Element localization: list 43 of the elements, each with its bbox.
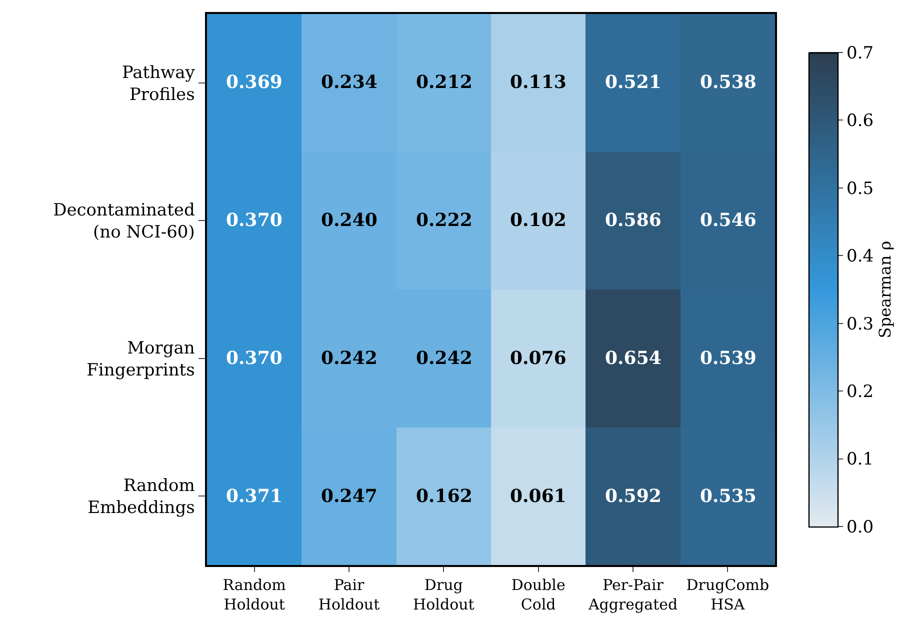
data-label: 0.242: [416, 348, 472, 369]
color-bar-label: 0.0: [846, 517, 874, 538]
data-label: 0.240: [321, 210, 378, 231]
data-label: 0.222: [416, 210, 472, 231]
color-bar-label: 0.5: [846, 178, 874, 199]
color-bar-title: Spearman ρ: [876, 240, 895, 338]
x-tick-label: Pair Holdout: [318, 576, 380, 614]
color-bar-label: 0.3: [846, 314, 874, 334]
color-bar-label: 0.1: [846, 450, 874, 470]
y-tick-label: Morgan Fingerprints: [86, 338, 195, 380]
color-bar-label: 0.7: [846, 43, 874, 64]
data-label: 0.539: [700, 348, 756, 369]
data-label: 0.234: [321, 72, 378, 93]
x-tick-label: Random Holdout: [222, 576, 286, 614]
color-bar-label: 0.6: [846, 111, 874, 132]
data-label: 0.546: [700, 210, 756, 231]
data-label: 0.102: [510, 210, 566, 231]
data-label: 0.370: [226, 210, 282, 231]
data-label: 0.113: [510, 72, 566, 93]
color-bar-label: 0.2: [846, 382, 874, 402]
y-tick-label: Decontaminated (no NCI-60): [53, 200, 195, 243]
y-tick-label: Pathway Profiles: [122, 62, 196, 105]
y-tick-label: Random Embeddings: [88, 476, 195, 518]
data-label: 0.370: [226, 348, 282, 369]
data-label: 0.162: [416, 486, 472, 507]
data-label: 0.592: [605, 486, 662, 507]
data-label: 0.061: [510, 486, 566, 507]
x-tick-label: DrugComb HSA: [686, 576, 770, 614]
color-bar-label: 0.4: [846, 246, 874, 267]
data-label: 0.247: [321, 486, 378, 507]
data-label: 0.654: [605, 348, 662, 369]
data-label: 0.535: [700, 486, 756, 507]
data-label: 0.586: [605, 210, 662, 231]
data-label: 0.076: [510, 348, 566, 369]
data-label: 0.521: [605, 72, 662, 93]
data-label: 0.212: [416, 72, 472, 93]
x-tick-label: Double Cold: [511, 576, 566, 614]
data-label: 0.538: [700, 72, 756, 93]
data-label: 0.371: [226, 486, 282, 507]
data-label: 0.242: [321, 348, 378, 369]
x-tick-label: Drug Holdout: [413, 576, 474, 614]
data-label: 0.369: [226, 72, 282, 93]
x-tick-label: Per-Pair Aggregated: [587, 576, 678, 614]
